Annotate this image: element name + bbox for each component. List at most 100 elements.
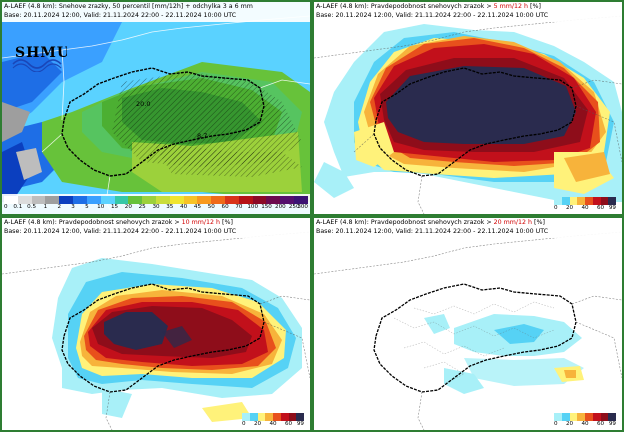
colorbar-swatch xyxy=(608,197,616,205)
colorbar-swatch xyxy=(569,197,578,205)
colorbar-swatch xyxy=(4,196,18,204)
colorbar-swatch xyxy=(288,413,297,421)
shmu-logo-text: SHMU xyxy=(15,45,67,61)
colorbar-swatch xyxy=(592,197,601,205)
colorbar-swatch xyxy=(100,196,115,204)
colorbar-tick-label: 0.5 xyxy=(27,204,37,210)
colorbar-swatch xyxy=(561,197,570,205)
panel-prob-10mm: A-LAEF (4.8 km): Pravdepodobnost snehovy… xyxy=(2,218,310,430)
colorbar-tick-label: 0 xyxy=(4,204,8,210)
colorbar-swatch xyxy=(17,196,32,204)
colorbar-tick-label: 10 xyxy=(97,204,105,210)
colorbar-tick-label: 60 xyxy=(221,204,229,210)
colorbar-swatch xyxy=(280,413,289,421)
colorbar-swatch xyxy=(59,196,74,204)
colorbar-tick-label: 40 xyxy=(269,421,277,427)
colorbar-swatch xyxy=(273,413,281,421)
colorbar-tick-label: 0 xyxy=(554,205,558,211)
panel-title: A-LAEF (4.8 km): Pravdepodobnost snehovy… xyxy=(4,219,233,226)
panel-snow-precip: SHMU 20.0 8.7 A-LAEF (4.8 km): Snehove z… xyxy=(2,2,310,214)
colorbar-swatches xyxy=(4,196,308,204)
colorbar: 0 20 40 60 99 xyxy=(554,413,616,429)
colorbar-swatch xyxy=(608,413,616,421)
colorbar-tick-label: 3 xyxy=(71,204,75,210)
colorbar-swatch xyxy=(183,196,198,204)
colorbar-tick-label: 1 xyxy=(43,204,48,210)
colorbar-tick-label: 15 xyxy=(110,204,119,210)
colorbar-ticks: 0 20 40 60 99 xyxy=(554,421,616,429)
colorbar-swatch xyxy=(114,196,129,204)
colorbar-tick-label: 50 xyxy=(207,204,215,210)
contour-label: 8.7 xyxy=(197,132,208,140)
colorbar: 0 20 40 60 99 xyxy=(554,197,616,213)
colorbar-swatch xyxy=(600,197,609,205)
panel-prob-20mm: A-LAEF (4.8 km): Pravdepodobnost snehovy… xyxy=(314,218,622,430)
colorbar-swatch xyxy=(585,197,593,205)
prob-20mm-map xyxy=(314,218,622,430)
colorbar-tick-label: 250 xyxy=(288,204,300,210)
panel-header: A-LAEF (4.8 km): Pravdepodobnost snehovy… xyxy=(314,218,622,238)
colorbar-swatch xyxy=(242,413,250,421)
colorbar-tick-label: 99 xyxy=(608,205,616,211)
colorbar-tick-label: 200 xyxy=(275,204,286,210)
panel-title: A-LAEF (4.8 km): Snehove zrazky, 50 perc… xyxy=(4,3,253,10)
base-valid-line: Base: 20.11.2024 12:00, Valid: 21.11.202… xyxy=(316,11,549,19)
contour-label: 20.0 xyxy=(136,100,151,108)
colorbar-tick-label: 60 xyxy=(284,421,293,427)
colorbar-tick-label: 60 xyxy=(596,421,605,427)
snow-precip-map xyxy=(2,2,310,214)
colorbar-swatch xyxy=(266,196,281,204)
colorbar: 0 20 40 60 99 xyxy=(242,413,304,429)
colorbar-swatch xyxy=(265,413,273,421)
colorbar-swatch xyxy=(554,413,562,421)
base-valid-line: Base: 20.11.2024 12:00, Valid: 21.11.202… xyxy=(4,227,237,235)
colorbar-swatch xyxy=(296,413,304,421)
colorbar-tick-label: 0 xyxy=(554,421,558,427)
panel-header: A-LAEF (4.8 km): Pravdepodobnost snehovy… xyxy=(2,218,310,238)
colorbar-ticks: 0 0.1 0.5 1 2 3 5 10 15 20 25 30 35 40 45 50 60 70 100 150 2… xyxy=(4,204,308,212)
colorbar-swatch xyxy=(600,413,609,421)
colorbar-tick-label: 20 xyxy=(565,205,574,211)
colorbar-tick-label: 40 xyxy=(581,421,589,427)
colorbar-tick-label: 60 xyxy=(596,205,605,211)
colorbar-swatch xyxy=(86,196,101,204)
colorbar-tick-label: 25 xyxy=(138,204,146,210)
colorbar-swatches xyxy=(554,197,616,205)
colorbar-swatch xyxy=(585,413,593,421)
colorbar-tick-label: 0 xyxy=(242,421,246,427)
colorbar-tick-label: 99 xyxy=(608,421,616,427)
shmu-logo-icon: SHMU xyxy=(12,45,69,73)
colorbar-swatch xyxy=(577,413,585,421)
colorbar-swatch xyxy=(142,196,156,204)
colorbar-tick-label: 99 xyxy=(296,421,304,427)
base-valid-line: Base: 20.11.2024 12:00, Valid: 21.11.202… xyxy=(316,227,549,235)
colorbar-swatch xyxy=(257,413,266,421)
colorbar-swatch xyxy=(561,413,570,421)
colorbar-tick-label: 70 xyxy=(235,204,243,210)
panel-header: A-LAEF (4.8 km): Pravdepodobnost snehovy… xyxy=(314,2,622,22)
colorbar-tick-label: 150 xyxy=(261,204,272,210)
colorbar-ticks: 0 20 40 60 99 xyxy=(554,205,616,213)
colorbar-tick-label: 20 xyxy=(253,421,262,427)
colorbar-tick-label: 40 xyxy=(581,205,589,211)
prob-5mm-map xyxy=(314,2,622,214)
colorbar-swatch xyxy=(197,196,212,204)
colorbar-swatch xyxy=(294,196,308,204)
colorbar-swatches xyxy=(242,413,304,421)
colorbar-ticks: 0 20 40 60 99 xyxy=(242,421,304,429)
colorbar-tick-label: 30 xyxy=(152,204,160,210)
colorbar-swatch xyxy=(554,197,562,205)
shmu-logo: SHMU xyxy=(11,42,69,76)
colorbar-swatch xyxy=(238,196,253,204)
panel-title: A-LAEF (4.8 km): Pravdepodobnost snehovy… xyxy=(316,219,545,226)
colorbar-swatch xyxy=(252,196,267,204)
panel-title: A-LAEF (4.8 km): Pravdepodobnost snehovy… xyxy=(316,3,541,10)
colorbar-swatch xyxy=(592,413,601,421)
colorbar-swatch xyxy=(73,196,87,204)
colorbar: 0 0.1 0.5 1 2 3 5 10 15 20 25 30 35 40 45 50 60 70 100 150 2… xyxy=(2,194,310,214)
colorbar-tick-label: 2 xyxy=(57,204,62,210)
colorbar-swatch xyxy=(249,413,258,421)
colorbar-tick-label: 100 xyxy=(247,204,259,210)
colorbar-swatch xyxy=(280,196,295,204)
colorbar-tick-label: 300 xyxy=(297,204,308,210)
